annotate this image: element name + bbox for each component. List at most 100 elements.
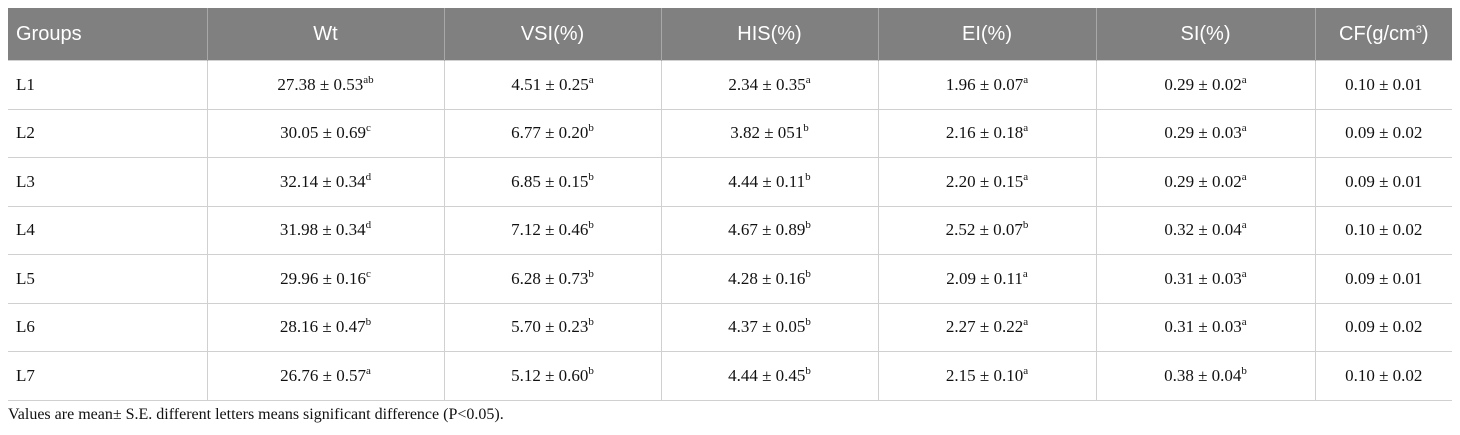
cell-text: 30.05 ± 0.69	[280, 123, 366, 143]
superscript: d	[365, 219, 372, 232]
value-cell: 4.67 ± 0.89b	[660, 205, 879, 255]
superscript: b	[365, 316, 372, 329]
value-cell: 2.16 ± 0.18a	[877, 108, 1097, 158]
cell-text: 4.44 ± 0.11	[728, 171, 806, 191]
cell-text: 4.28 ± 0.16	[728, 268, 806, 288]
cell-text: 2.20 ± 0.15	[945, 171, 1024, 191]
superscript: a	[1241, 170, 1247, 183]
cell-text: CF(g/cm	[1339, 22, 1416, 45]
value-cell: 0.09 ± 0.02	[1314, 108, 1452, 158]
value-cell: 29.96 ± 0.16c	[206, 254, 445, 304]
superscript: b	[805, 267, 811, 280]
cell-text: 6.77 ± 0.20	[511, 123, 589, 143]
footnote: Values are mean± S.E. different letters …	[8, 406, 504, 423]
cell-text: 0.29 ± 0.02	[1164, 171, 1242, 191]
superscript: a	[588, 73, 594, 86]
value-cell: 0.38 ± 0.04b	[1095, 351, 1316, 401]
superscript: 3	[1415, 23, 1422, 36]
cell-text: 32.14 ± 0.34	[279, 171, 366, 191]
value-cell: 6.77 ± 0.20b	[443, 108, 662, 158]
cell-text: 0.29 ± 0.02	[1164, 74, 1242, 94]
cell-text: 2.34 ± 0.35	[728, 74, 806, 94]
cell-text: 0.31 ± 0.03	[1164, 317, 1242, 337]
cell-text: 6.85 ± 0.15	[511, 171, 589, 191]
cell-text: SI(%)	[1180, 22, 1231, 45]
value-cell: 5.12 ± 0.60b	[443, 351, 662, 401]
value-cell: 2.20 ± 0.15a	[877, 157, 1097, 207]
value-cell: 6.85 ± 0.15b	[443, 157, 662, 207]
superscript: b	[1241, 364, 1247, 377]
value-cell: 2.34 ± 0.35a	[660, 60, 879, 110]
cell-text: 27.38 ± 0.53	[277, 74, 364, 94]
superscript: b	[805, 170, 811, 183]
cell-text: 2.16 ± 0.18	[945, 123, 1024, 143]
group-cell: L4	[8, 205, 208, 255]
cell-text: 26.76 ± 0.57	[280, 365, 366, 385]
cell-text: 0.38 ± 0.04	[1164, 365, 1242, 385]
cell-text: 0.29 ± 0.03	[1164, 123, 1242, 143]
superscript: b	[588, 364, 594, 377]
column-header: HIS(%)	[661, 8, 879, 61]
value-cell: 0.09 ± 0.01	[1314, 157, 1452, 207]
cell-text: EI(%)	[962, 22, 1012, 45]
cell-text: 7.12 ± 0.46	[511, 220, 589, 240]
cell-text: 1.96 ± 0.07	[945, 74, 1024, 94]
superscript: a	[1241, 122, 1247, 135]
group-cell: L3	[8, 157, 208, 207]
column-header: EI(%)	[878, 8, 1097, 61]
cell-text: 5.70 ± 0.23	[511, 317, 589, 337]
cell-text: 4.37 ± 0.05	[728, 317, 806, 337]
cell-text: 0.09 ± 0.01	[1345, 171, 1423, 191]
value-cell: 30.05 ± 0.69c	[206, 108, 445, 158]
cell-text: 29.96 ± 0.16	[280, 268, 366, 288]
column-header: Groups	[8, 8, 208, 61]
value-cell: 27.38 ± 0.53ab	[206, 60, 445, 110]
cell-text: 4.67 ± 0.89	[728, 220, 806, 240]
superscript: c	[365, 122, 371, 135]
superscript: a	[1241, 316, 1247, 329]
value-cell: 4.44 ± 0.45b	[660, 351, 879, 401]
value-cell: 31.98 ± 0.34d	[206, 205, 445, 255]
superscript: a	[1022, 267, 1028, 280]
superscript: a	[1241, 267, 1247, 280]
value-cell: 0.31 ± 0.03a	[1095, 302, 1316, 352]
superscript: d	[365, 170, 372, 183]
table-row: L4 31.98 ± 0.34d 7.12 ± 0.46b 4.67 ± 0.89b 2…	[8, 205, 1452, 255]
column-header: SI(%)	[1096, 8, 1316, 61]
superscript: a	[1241, 219, 1247, 232]
value-cell: 0.29 ± 0.02a	[1095, 60, 1316, 110]
table-row: L6 28.16 ± 0.47b 5.70 ± 0.23b 4.37 ± 0.05b 2…	[8, 302, 1452, 352]
superscript: a	[805, 73, 811, 86]
table-row: L2 30.05 ± 0.69c 6.77 ± 0.20b 3.82 ± 051b 2.…	[8, 108, 1452, 158]
superscript: a	[1023, 170, 1029, 183]
superscript: a	[365, 364, 371, 377]
superscript: b	[588, 122, 594, 135]
header-row: Groups Wt VSI(%) HIS(%) EI(%) SI(%) CF(g/cm3)	[8, 8, 1452, 61]
cell-text: 31.98 ± 0.34	[279, 220, 366, 240]
value-cell: 3.82 ± 051b	[660, 108, 879, 158]
value-cell: 4.37 ± 0.05b	[660, 302, 879, 352]
cell-text: 0.32 ± 0.04	[1164, 220, 1242, 240]
cell-text: 28.16 ± 0.47	[279, 317, 366, 337]
superscript: a	[1023, 316, 1029, 329]
group-cell: L6	[8, 302, 208, 352]
group-cell: L1	[8, 60, 208, 110]
cell-text: 2.27 ± 0.22	[945, 317, 1024, 337]
value-cell: 0.29 ± 0.03a	[1095, 108, 1316, 158]
cell-text: Wt	[313, 22, 338, 45]
cell-text: 0.10 ± 0.02	[1345, 220, 1423, 240]
superscript: a	[1023, 73, 1029, 86]
value-cell: 7.12 ± 0.46b	[443, 205, 662, 255]
cell-text: 6.28 ± 0.73	[511, 268, 589, 288]
superscript: ab	[363, 73, 374, 86]
cell-text: 2.52 ± 0.07	[945, 220, 1023, 240]
data-table: Groups Wt VSI(%) HIS(%) EI(%) SI(%) CF(g/cm3) …	[8, 8, 1452, 401]
superscript: b	[805, 219, 811, 232]
value-cell: 0.10 ± 0.02	[1314, 205, 1452, 255]
superscript: b	[588, 219, 594, 232]
group-cell: L5	[8, 254, 208, 304]
value-cell: 1.96 ± 0.07a	[877, 60, 1097, 110]
superscript: c	[365, 267, 371, 280]
value-cell: 0.10 ± 0.01	[1314, 60, 1452, 110]
cell-text: 4.51 ± 0.25	[511, 74, 589, 94]
